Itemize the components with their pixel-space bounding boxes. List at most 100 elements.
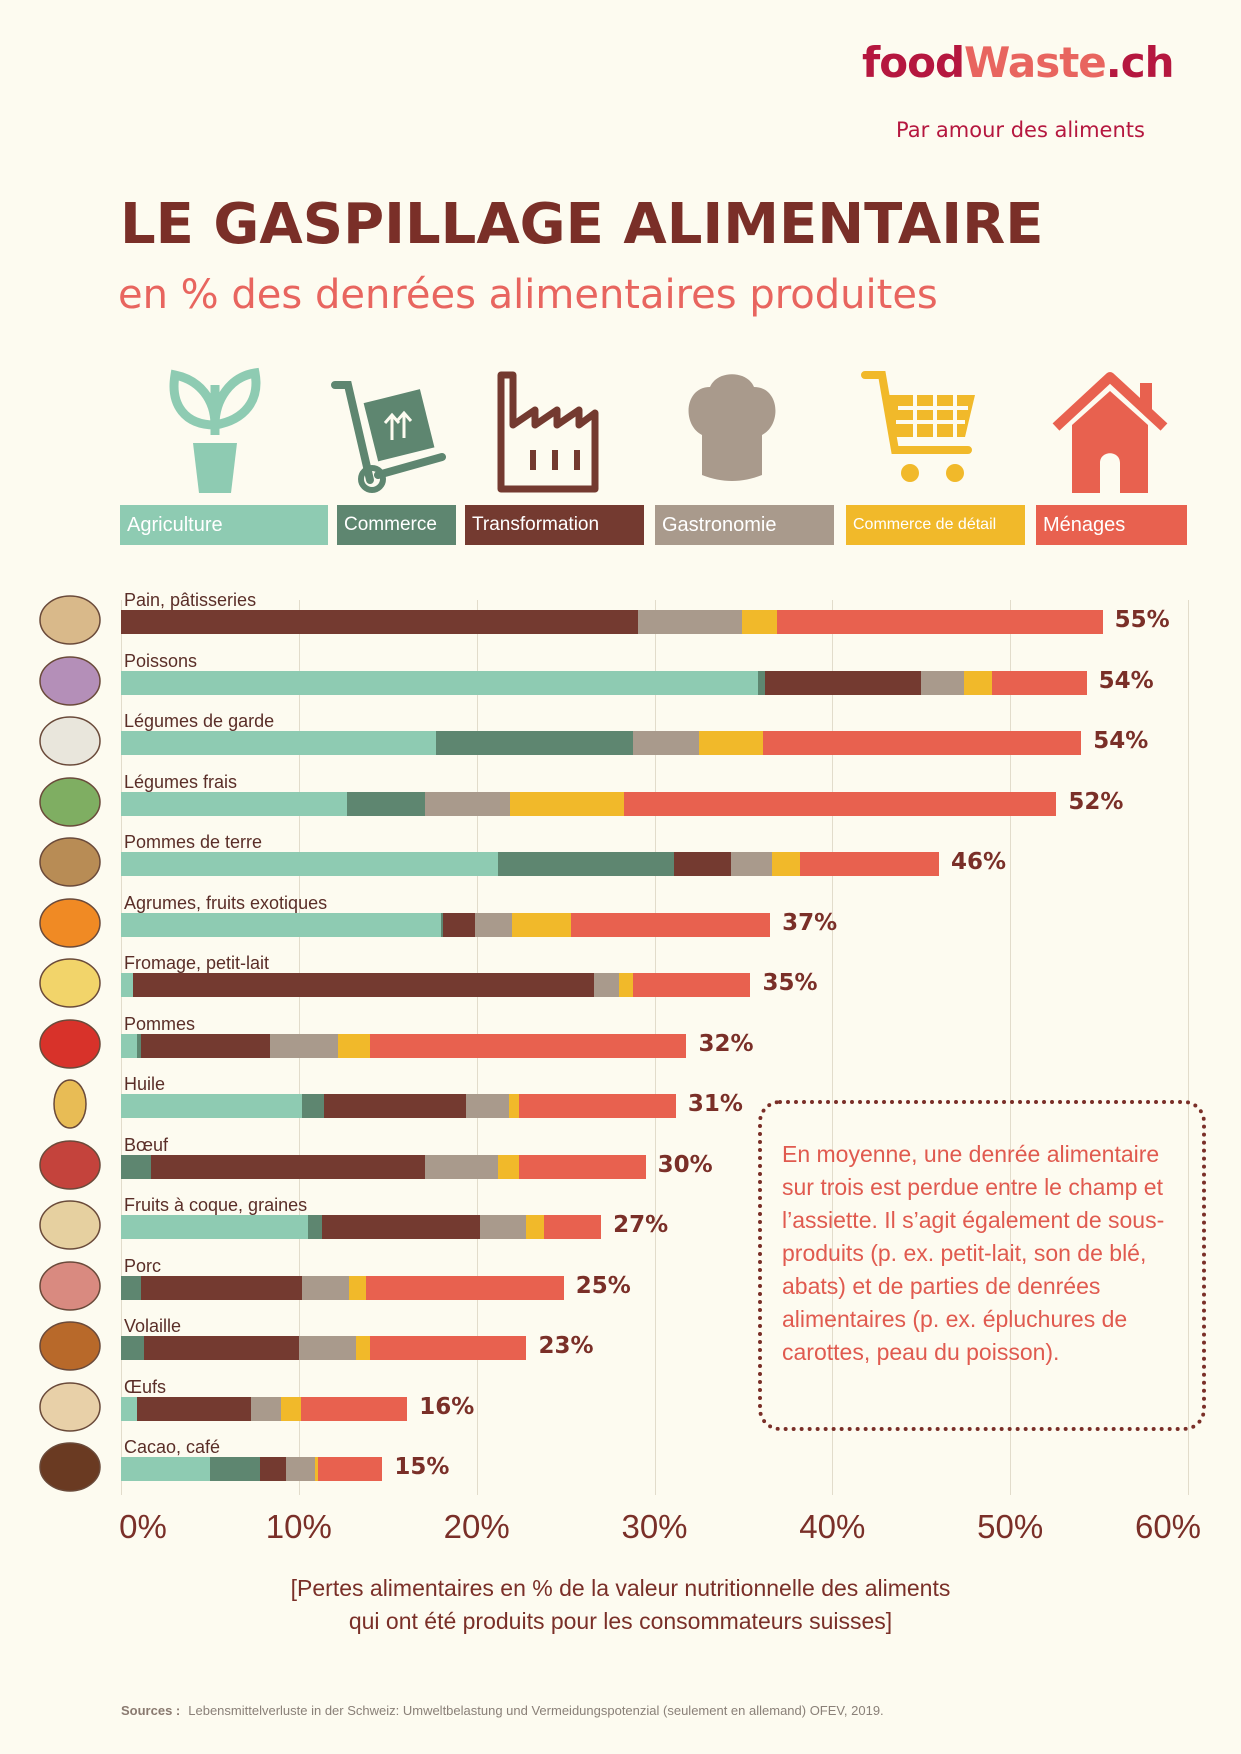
bar-segment-gastronomie [425, 791, 511, 816]
tagline: Par amour des aliments [896, 118, 1145, 142]
category-label: Pommes de terre [124, 832, 263, 852]
bar-segment-commerce [121, 1154, 152, 1179]
peanut-icon [28, 1195, 112, 1251]
bar-segment-transformation [144, 1336, 299, 1360]
bar-row [121, 1154, 646, 1179]
x-axis-label-line: qui ont été produits pour les consommate… [348, 1608, 893, 1634]
bar-segment-menages [570, 912, 771, 937]
bar-segment-commerce [121, 1336, 145, 1360]
bar-segment-agriculture [121, 1215, 308, 1239]
bar-segment-menages [762, 731, 1082, 755]
category-label: Légumes de garde [124, 711, 275, 731]
logo: foodWaste.ch [862, 38, 1175, 87]
bar-segment-agriculture [121, 791, 347, 816]
gridline [1188, 600, 1189, 1495]
category-label: Fromage, petit-lait [124, 953, 270, 973]
logo-food: food [862, 38, 965, 87]
bar-segment-menages [519, 1154, 646, 1179]
logo-ch: .ch [1105, 38, 1175, 87]
bar-segment-transformation [140, 1275, 303, 1300]
shopping-cart-icon [861, 371, 975, 482]
bar-segment-gastronomie [286, 1457, 315, 1481]
chef-hat-icon [688, 374, 776, 481]
bar-segment-agriculture [121, 1457, 210, 1481]
category-label: Bœuf [124, 1134, 169, 1155]
bar-segment-commerce_detail [337, 1033, 370, 1058]
bar-segment-gastronomie [465, 1094, 509, 1118]
bar-segment-gastronomie [250, 1396, 282, 1421]
bar-segment-commerce_detail [314, 1457, 319, 1481]
bar-row [121, 1033, 687, 1058]
bar-segment-menages [300, 1396, 408, 1421]
bar-segment-gastronomie [298, 1336, 356, 1360]
bar-segment-transformation [321, 1215, 481, 1239]
gridline [832, 600, 834, 1495]
bar-segment-gastronomie [270, 1033, 338, 1058]
bar-segment-gastronomie [480, 1215, 527, 1239]
category-label: Porc [124, 1255, 162, 1276]
total-label: 55% [1114, 607, 1170, 633]
bar-segment-gastronomie [921, 670, 964, 695]
apple-icon [28, 1014, 112, 1070]
total-label: 54% [1093, 728, 1149, 754]
oil-drop-icon [28, 1074, 112, 1130]
total-label: 52% [1068, 788, 1124, 815]
sources-text: Lebensmittelverluste in der Schweiz: Umw… [188, 1703, 884, 1718]
legend-gastronomie: Gastronomie [655, 505, 834, 545]
egg-icon [28, 1377, 112, 1433]
bar-segment-transformation [151, 1154, 426, 1179]
x-tick-label: 30% [621, 1508, 688, 1545]
bar-segment-commerce_detail [771, 852, 801, 876]
total-label: 30% [657, 1151, 713, 1178]
bar-segment-commerce_detail [618, 973, 634, 997]
x-tick-label: 40% [799, 1508, 866, 1545]
plant-icon [169, 367, 261, 493]
bar-segment-commerce [757, 670, 765, 695]
bar-segment-commerce_detail [348, 1275, 367, 1300]
legend-agriculture: Agriculture [120, 505, 328, 545]
bar-segment-menages [366, 1275, 564, 1300]
cheese-icon [28, 953, 112, 1009]
bar-row [121, 731, 1082, 755]
factory-icon [497, 371, 599, 493]
bar-segment-gastronomie [633, 731, 699, 755]
bar-row [121, 610, 1103, 634]
bar-segment-menages [633, 973, 751, 997]
category-label: Cacao, café [124, 1437, 221, 1457]
bar-segment-menages [369, 1033, 687, 1058]
category-label: Agrumes, fruits exotiques [124, 892, 328, 913]
bar-segment-gastronomie [638, 610, 742, 634]
bar-segment-commerce_detail [526, 1215, 545, 1239]
x-tick-label: 10% [265, 1508, 332, 1545]
bar-segment-transformation [674, 852, 731, 876]
legend-menages: Ménages [1036, 505, 1187, 545]
bar-row [121, 852, 939, 876]
bar-segment-commerce_detail [355, 1336, 370, 1360]
bar-row [121, 1457, 383, 1481]
citrus-icon [28, 893, 112, 949]
coffee-bean-icon [28, 1437, 112, 1493]
bread-icon [28, 590, 112, 646]
bar-segment-gastronomie [425, 1154, 498, 1179]
category-label: Œufs [124, 1376, 167, 1397]
bar-segment-transformation [442, 912, 475, 937]
total-label: 15% [394, 1454, 450, 1480]
x-axis-label-line: [Pertes alimentaires en % de la valeur n… [290, 1575, 951, 1601]
bar-segment-transformation [121, 610, 639, 634]
bar-segment-commerce_detail [741, 610, 778, 634]
bar-segment-transformation [259, 1457, 287, 1481]
x-tick-label: 50% [977, 1508, 1044, 1545]
bar-segment-transformation [133, 973, 595, 997]
logo-waste: Waste [964, 38, 1107, 87]
bar-row [121, 1275, 564, 1300]
bar-row [121, 973, 751, 997]
fish-icon [28, 651, 112, 707]
bar-row [121, 1396, 408, 1421]
category-label: Volaille [124, 1316, 182, 1336]
bar-segment-commerce [302, 1094, 324, 1118]
x-tick-label: 60% [1134, 1508, 1202, 1545]
total-label: 54% [1098, 667, 1154, 694]
sources-label: Sources : [121, 1703, 181, 1718]
bar-segment-gastronomie [474, 912, 513, 937]
total-label: 23% [538, 1333, 594, 1359]
